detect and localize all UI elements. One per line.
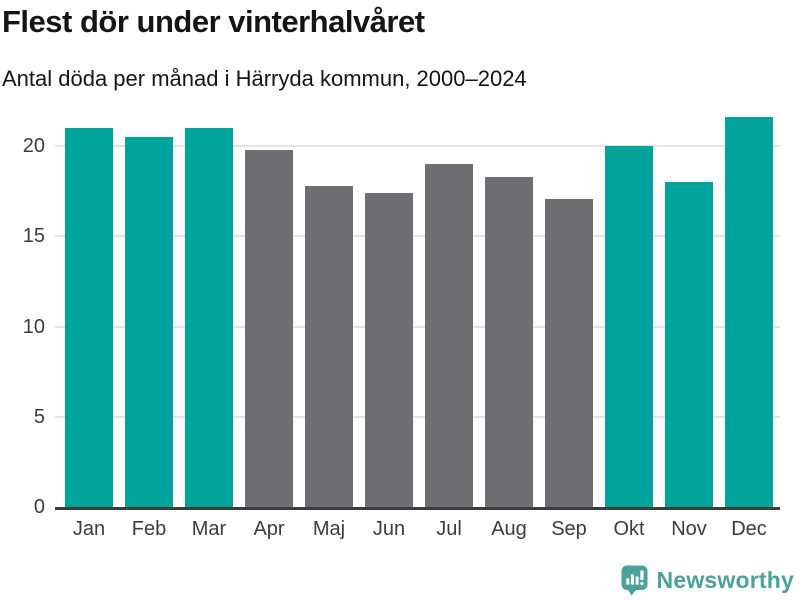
x-tick-label-jun: Jun	[372, 518, 406, 540]
brand-footer: Newsworthy	[620, 564, 794, 596]
bar-sep	[545, 198, 593, 507]
brand-name: Newsworthy	[656, 566, 794, 593]
bar-column-apr	[239, 112, 299, 507]
bar-jun	[365, 193, 413, 507]
x-tick-label-feb: Feb	[131, 518, 167, 540]
bar-jul	[425, 164, 473, 507]
bar-feb	[125, 137, 173, 507]
bar-column-aug	[479, 112, 539, 507]
bar-maj	[305, 185, 353, 507]
bar-mar	[185, 128, 233, 507]
y-tick-label-0: 0	[33, 496, 45, 518]
x-tick-label-dec: Dec	[731, 518, 767, 540]
x-tick-label-nov: Nov	[671, 518, 707, 540]
x-tick-label-aug: Aug	[491, 518, 527, 540]
bar-okt	[605, 146, 653, 507]
y-tick-label-15: 15	[22, 225, 45, 248]
chart-title: Flest dör under vinterhalvåret	[2, 4, 425, 39]
bar-aug	[485, 176, 533, 507]
plot-area	[55, 112, 780, 510]
bar-column-sep	[539, 112, 599, 507]
bars-container	[59, 112, 779, 507]
y-tick-label-5: 5	[33, 405, 45, 428]
bar-column-okt	[599, 112, 659, 507]
x-tick-label-okt: Okt	[613, 518, 645, 540]
bar-column-jul	[419, 112, 479, 507]
x-tick-label-sep: Sep	[551, 518, 587, 540]
y-axis-labels: 0 5 10 15 20	[0, 112, 45, 518]
bar-column-dec	[719, 112, 779, 507]
y-tick-label-20: 20	[22, 135, 45, 158]
x-tick-label-jan: Jan	[72, 518, 106, 540]
gridline-10	[55, 325, 780, 328]
x-axis-labels: Jan Feb Mar Apr Maj Jun Jul Aug Sep Okt Nov Dec	[59, 517, 779, 541]
chart-subtitle: Antal döda per månad i Härryda kommun, 2…	[2, 66, 527, 91]
x-tick-label-jul: Jul	[436, 518, 462, 540]
bar-column-jan	[59, 112, 119, 507]
bar-dec	[725, 117, 773, 507]
x-tick-label-maj: Maj	[312, 518, 346, 540]
bar-column-feb	[119, 112, 179, 507]
gridline-5	[55, 415, 780, 418]
y-tick-label-10: 10	[22, 315, 45, 338]
newsworthy-logo-icon	[621, 565, 648, 596]
bar-column-maj	[299, 112, 359, 507]
gridline-20	[55, 145, 780, 148]
x-tick-label-mar: Mar	[191, 518, 227, 540]
bar-column-mar	[179, 112, 239, 507]
bar-nov	[665, 182, 713, 507]
bar-apr	[245, 149, 293, 507]
gridline-15	[55, 235, 780, 238]
bar-column-nov	[659, 112, 719, 507]
bar-jan	[65, 128, 113, 507]
x-tick-label-apr: Apr	[253, 518, 285, 540]
bar-column-jun	[359, 112, 419, 507]
